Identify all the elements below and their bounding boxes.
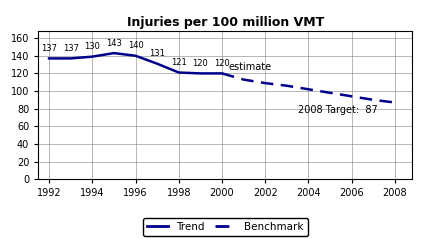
Text: 140: 140 <box>128 41 143 50</box>
Text: 2008 Target:  87: 2008 Target: 87 <box>298 105 377 115</box>
Text: 137: 137 <box>41 44 57 53</box>
Text: 130: 130 <box>84 42 100 51</box>
Text: 120: 120 <box>214 59 230 68</box>
Text: 120: 120 <box>193 59 208 68</box>
Text: 143: 143 <box>106 38 122 48</box>
Text: 137: 137 <box>62 44 79 53</box>
Text: 121: 121 <box>171 58 187 67</box>
Legend: Trend, Benchmark: Trend, Benchmark <box>143 218 308 236</box>
Title: Injuries per 100 million VMT: Injuries per 100 million VMT <box>127 16 324 28</box>
Text: 131: 131 <box>149 49 165 58</box>
Text: estimate: estimate <box>229 62 272 72</box>
